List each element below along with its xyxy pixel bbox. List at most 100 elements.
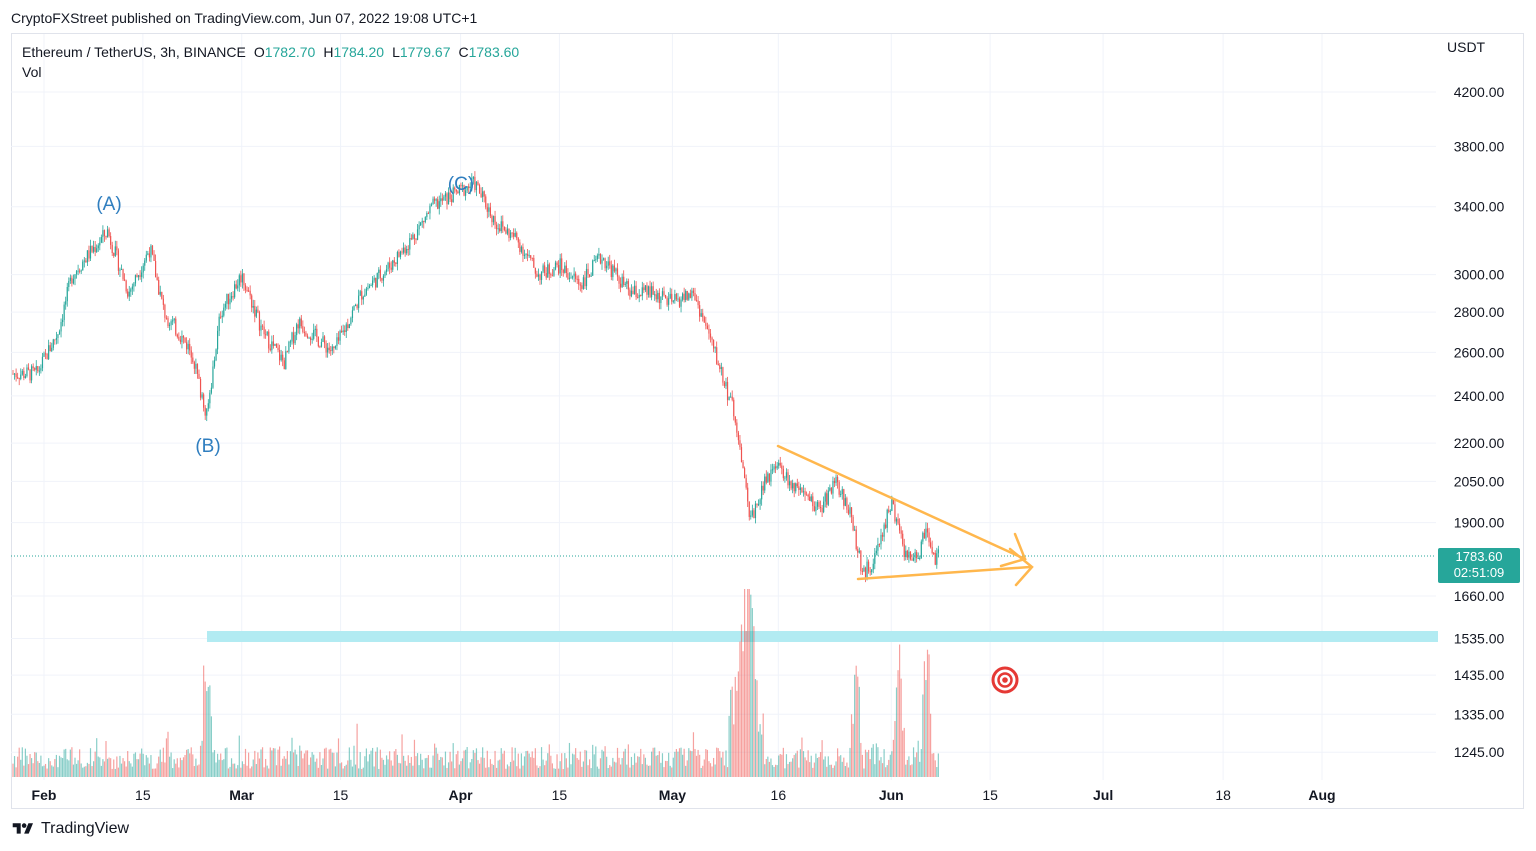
tradingview-brand[interactable]: TradingView xyxy=(11,820,129,838)
candle-body xyxy=(40,368,42,371)
volume-bar xyxy=(739,641,741,777)
volume-bar xyxy=(344,766,346,777)
volume-bar xyxy=(492,765,495,777)
candle-body xyxy=(303,331,305,333)
volume-bar xyxy=(651,751,653,777)
volume-bar xyxy=(27,764,30,777)
volume-bar xyxy=(720,757,722,777)
candle-body xyxy=(702,313,704,318)
volume-bar xyxy=(905,764,907,777)
volume-bar xyxy=(610,766,612,777)
volume-bar xyxy=(60,757,62,777)
candle-body xyxy=(537,274,540,277)
candle-body xyxy=(829,487,831,491)
candle-body xyxy=(609,261,611,266)
volume-bar xyxy=(319,752,321,777)
volume-bar xyxy=(815,753,817,777)
candle-body xyxy=(860,550,862,571)
candle-body xyxy=(227,293,230,305)
candle-body xyxy=(762,485,764,491)
candle-body xyxy=(576,278,578,280)
volume-bar xyxy=(440,756,442,777)
open-label: O xyxy=(253,44,265,60)
candle-body xyxy=(387,262,389,270)
triangle-lower-line xyxy=(856,565,1032,581)
volume-bar xyxy=(900,678,902,777)
candle-body xyxy=(471,178,473,187)
candle-body xyxy=(424,217,426,222)
candle-body xyxy=(922,532,924,542)
volume-bar xyxy=(534,748,536,777)
volume-bar xyxy=(933,753,935,777)
candle-body xyxy=(753,510,755,519)
price-tick-label: 2200.00 xyxy=(1454,435,1505,451)
volume-bar xyxy=(348,747,350,777)
candle-body xyxy=(198,373,200,379)
candle-body xyxy=(55,337,57,340)
candle-body xyxy=(240,275,242,283)
volume-bar xyxy=(269,747,271,777)
candle-body xyxy=(348,324,350,329)
candle-body xyxy=(119,269,121,271)
candle-body xyxy=(49,345,51,352)
candle-body xyxy=(714,347,716,349)
volume-bar xyxy=(748,589,750,777)
volume-bar xyxy=(235,768,237,777)
candle-body xyxy=(556,262,558,266)
candle-body xyxy=(838,482,840,495)
candle-body xyxy=(207,403,209,409)
candle-body xyxy=(654,294,656,296)
volume-bar xyxy=(327,768,329,777)
candle-body xyxy=(232,296,234,298)
candle-body xyxy=(843,489,845,506)
candle-body xyxy=(489,207,491,216)
candle-body xyxy=(630,290,633,297)
volume-bar xyxy=(864,749,867,777)
volume-bar xyxy=(398,762,400,777)
price-tick-label: 3000.00 xyxy=(1454,267,1505,283)
volume-bar xyxy=(525,750,527,777)
candle-body xyxy=(757,504,760,506)
volume-bar xyxy=(902,730,904,777)
volume-bar xyxy=(565,758,567,777)
candle-body xyxy=(427,213,429,215)
volume-bar xyxy=(54,759,56,777)
candle-body xyxy=(806,494,808,496)
symbol-title[interactable]: Ethereum / TetherUS, 3h, BINANCE xyxy=(22,44,246,60)
candle-body xyxy=(125,280,127,292)
candlesticks xyxy=(12,171,939,583)
volume-bar xyxy=(451,761,453,777)
volume-bar xyxy=(15,767,17,777)
candle-body xyxy=(595,259,597,261)
volume-bar xyxy=(697,749,699,777)
volume-bar xyxy=(640,748,642,777)
volume-bar xyxy=(894,721,896,777)
candle-body xyxy=(142,265,144,273)
volume-bar xyxy=(573,754,575,777)
volume-bar xyxy=(750,594,752,777)
volume-bar xyxy=(694,748,696,777)
candle-body xyxy=(368,285,371,288)
candle-body xyxy=(723,382,726,387)
candle-body xyxy=(97,245,99,249)
volume-bar xyxy=(643,754,645,777)
volume-bar xyxy=(578,759,580,777)
volume-study-label[interactable]: Vol xyxy=(22,64,42,80)
candle-body xyxy=(93,246,95,252)
volume-bar xyxy=(460,761,462,777)
candle-body xyxy=(761,485,763,500)
volume-bar xyxy=(485,767,487,777)
volume-bar xyxy=(579,751,581,777)
candle-body xyxy=(827,490,829,505)
candle-body xyxy=(162,298,164,305)
candle-body xyxy=(31,366,33,381)
candle-body xyxy=(847,509,850,514)
candle-body xyxy=(798,486,800,490)
candle-body xyxy=(523,254,526,256)
volume-bar xyxy=(23,765,25,777)
volume-bar xyxy=(179,757,181,777)
candle-body xyxy=(858,550,860,553)
volume-bar xyxy=(545,760,547,777)
candle-body xyxy=(345,324,347,332)
